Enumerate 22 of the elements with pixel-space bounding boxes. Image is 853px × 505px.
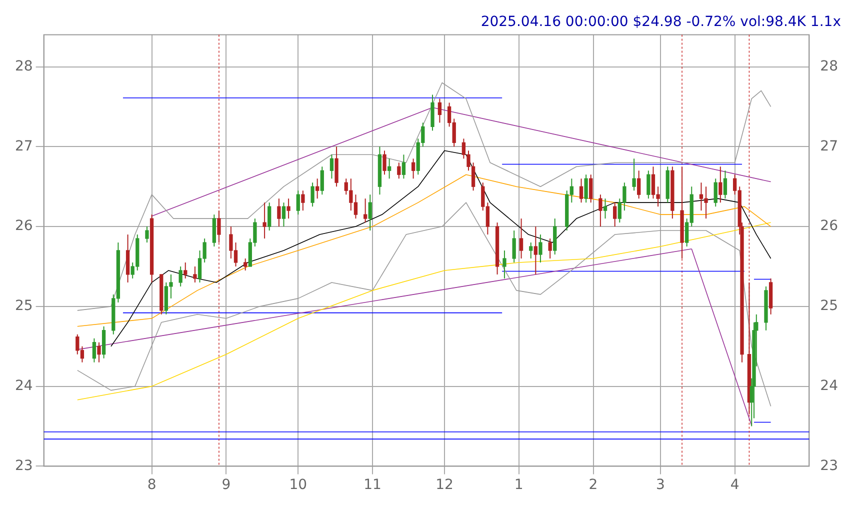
y2-tick-label: 24 [820,378,838,394]
y-tick-label: 28 [14,58,33,74]
y2-tick-label: 25 [820,298,838,314]
chart-title: 2025.04.16 00:00:00 $24.98 -0.72% vol:98.4K 1.1x [480,14,841,30]
y2-tick-label: 26 [820,218,838,234]
x-tick-label: 3 [656,477,665,494]
y-tick-label: 26 [14,218,33,234]
x-tick-label: 11 [364,477,382,494]
y2-tick-label: 23 [820,458,838,474]
y2-tick-label: 27 [820,138,838,154]
y-tick-label: 23 [14,458,33,474]
x-tick-label: 10 [289,477,308,494]
y2-tick-label: 28 [820,58,838,74]
x-tick-label: 1 [514,477,524,494]
x-tick-label: 12 [436,477,454,494]
y-tick-label: 27 [14,138,33,154]
x-tick-label: 2 [588,477,598,494]
x-tick-label: 4 [730,477,740,494]
y-tick-label: 25 [14,298,33,314]
x-tick-label: 8 [147,477,156,494]
y-tick-label: 24 [14,378,33,394]
x-tick-label: 9 [222,477,231,494]
